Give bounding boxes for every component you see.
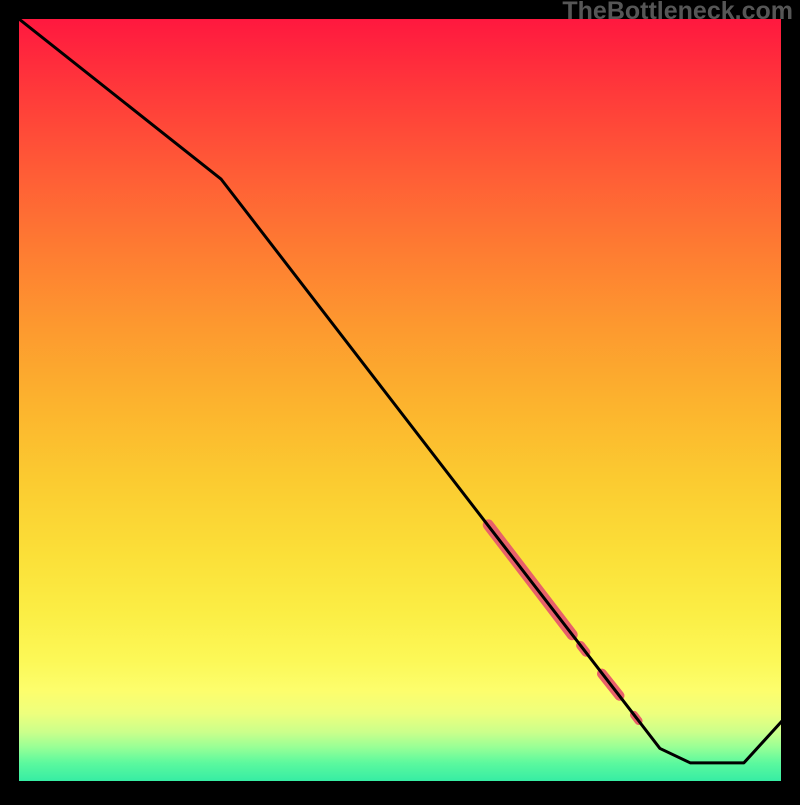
- bottleneck-chart: TheBottleneck.com: [0, 0, 800, 800]
- chart-svg: [0, 0, 800, 800]
- gradient-background: [19, 19, 782, 782]
- watermark-text: TheBottleneck.com: [562, 0, 793, 26]
